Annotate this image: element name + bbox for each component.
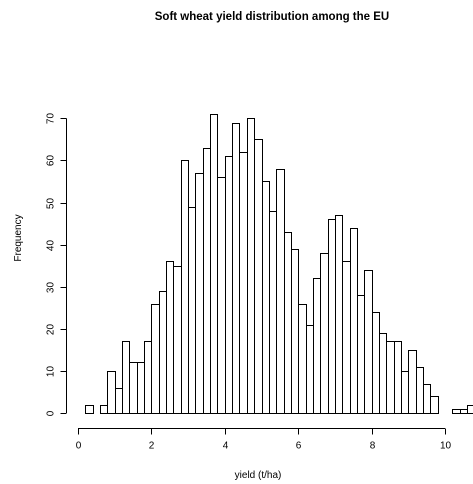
histogram-bar	[350, 228, 358, 414]
y-tick-label: 40	[46, 240, 57, 252]
histogram-bar	[269, 211, 277, 414]
histogram-bar	[452, 409, 461, 414]
histogram-bar	[357, 295, 365, 414]
histogram-bar	[291, 249, 299, 414]
histogram-bar	[284, 232, 292, 414]
y-tick-label: 10	[46, 366, 57, 378]
x-axis-label: yield (t/ha)	[235, 470, 282, 481]
histogram-bar	[408, 350, 417, 414]
histogram-bar	[298, 304, 307, 414]
histogram-bar	[173, 266, 182, 414]
histogram-bar	[129, 362, 138, 414]
histogram-bar	[195, 173, 204, 414]
histogram-bar	[416, 367, 424, 414]
histogram-bar	[137, 362, 145, 414]
histogram-bar	[217, 177, 226, 414]
histogram-bar	[386, 341, 395, 414]
histogram-bar	[100, 405, 108, 414]
histogram-bar	[188, 207, 196, 414]
x-tick-label: 0	[76, 441, 82, 452]
histogram-bar	[247, 118, 255, 414]
histogram-bar	[232, 123, 240, 414]
histogram-bar	[364, 270, 373, 414]
y-tick-label: 60	[46, 155, 57, 167]
y-tick-label: 0	[46, 410, 57, 416]
histogram-bar	[467, 405, 473, 414]
y-tick-label: 20	[46, 324, 57, 336]
histogram-bar	[335, 215, 343, 414]
histogram-bar	[328, 219, 336, 414]
histogram-bar	[203, 148, 211, 414]
histogram-bar	[372, 312, 380, 414]
histogram-bar	[115, 388, 123, 414]
x-tick-label: 2	[149, 441, 155, 452]
chart-title: Soft wheat yield distribution among the …	[155, 11, 389, 23]
histogram-bar	[122, 341, 130, 414]
histogram-bar	[107, 371, 116, 414]
y-axis-label: Frequency	[13, 214, 24, 261]
histogram-bar	[210, 114, 218, 414]
histogram-bar	[320, 253, 329, 414]
histogram-bar	[276, 169, 285, 414]
y-tick-label: 70	[46, 113, 57, 125]
histogram-bar	[254, 139, 263, 414]
histogram-bar	[181, 160, 189, 414]
histogram-bar	[460, 409, 468, 414]
histogram-bar	[159, 291, 167, 414]
x-tick-label: 8	[370, 441, 376, 452]
histogram-bar	[313, 278, 321, 414]
x-axis: 0 2 4 6 8 10	[76, 428, 452, 452]
bars-group	[85, 114, 473, 414]
y-tick-label: 50	[46, 198, 57, 210]
x-tick-label: 4	[223, 441, 229, 452]
histogram-bar	[423, 384, 431, 414]
histogram-bar	[239, 152, 248, 414]
histogram-bar	[262, 181, 270, 414]
x-tick-label: 10	[440, 441, 452, 452]
histogram-bar	[151, 304, 160, 414]
histogram-bar	[342, 261, 351, 414]
histogram-bar	[430, 396, 439, 414]
histogram-bar	[394, 341, 402, 414]
histogram-bar	[85, 405, 94, 414]
histogram-bar	[306, 325, 314, 414]
x-tick-label: 6	[296, 441, 302, 452]
histogram-bar	[144, 341, 152, 414]
histogram-bar	[225, 156, 233, 414]
histogram-bar	[166, 261, 174, 414]
histogram-bar	[379, 333, 387, 414]
y-axis: 0 10 20 30 40 50 60 70	[46, 113, 67, 416]
histogram-bar	[401, 371, 409, 414]
y-tick-label: 30	[46, 282, 57, 294]
